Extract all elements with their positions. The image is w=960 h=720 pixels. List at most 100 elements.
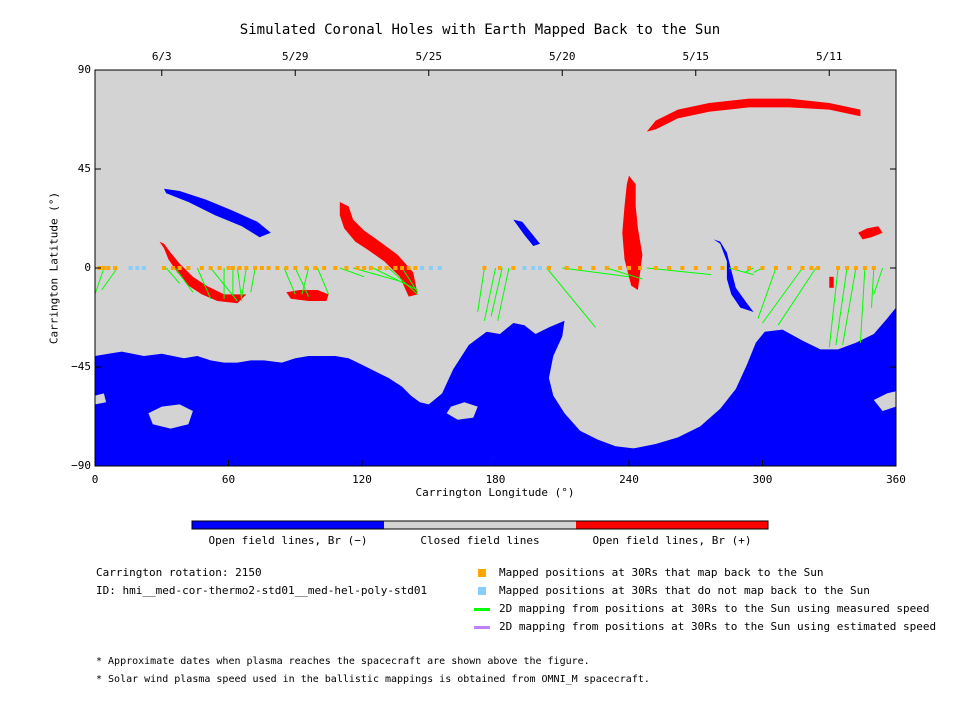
mapped-position-point [113,266,117,270]
mapped-position-point [106,266,111,270]
colorbar-label: Open field lines, Br (−) [208,534,368,547]
mapped-position-point [760,266,765,270]
mapping-line-measured [744,267,754,273]
mapped-position-point [384,266,389,270]
mapped-position-point [618,266,623,270]
mapped-position-point [230,266,235,270]
unmapped-position-point [128,266,133,270]
x-tick-label: 0 [91,473,99,486]
mapped-position-point [344,266,349,270]
colorbar-segment [384,521,576,529]
south-polar-coronal-hole [95,307,896,466]
mapping-line-measured [477,267,485,313]
legend-marker [478,587,486,595]
mapping-line-measured [777,267,817,326]
legend-label: Mapped positions at 30Rs that do not map… [499,584,870,597]
mapping-line-measured [828,267,839,348]
top-date-label: 5/15 [682,50,710,63]
positive-coronal-hole-patch [286,290,329,301]
mapping-line-measured [317,267,330,295]
mapping-line-measured [762,267,803,324]
mapped-position-point [217,266,222,270]
x-tick-label: 60 [221,473,236,486]
closed-field-island [446,402,478,420]
mapped-position-point [604,266,609,270]
positive-coronal-hole-band [339,202,418,297]
mapping-line-measured [301,267,310,295]
mapped-position-point [546,266,551,270]
mapped-position-point [266,266,271,270]
unmapped-position-point [531,266,536,270]
closed-field-island [873,391,896,411]
mapping-line-measured [835,267,848,346]
mapping-line-measured [95,267,105,295]
positive-coronal-hole-patch [159,241,247,304]
mapped-position-point [368,266,373,270]
mapping-line-measured [606,267,643,280]
mapped-position-point [871,266,876,270]
mapped-position-point [836,266,841,270]
positive-coronal-hole-patch [858,226,883,240]
mapping-line-measured [871,267,875,308]
unmapped-position-point [538,266,542,270]
mapping-lines-layer [95,267,884,348]
positive-coronal-hole-band [622,175,643,290]
mapped-position-point [199,266,204,270]
legend-label: 2D mapping from positions at 30Rs to the… [499,620,937,633]
top-date-label: 5/25 [415,50,443,63]
colorbar [191,520,769,530]
mapped-position-point [284,266,289,270]
closed-field-island [95,393,107,405]
mapped-position-point [667,266,671,270]
mapped-position-point [809,266,814,270]
mapped-position-point [707,266,712,270]
mapped-position-point [653,266,658,270]
mapping-line-measured [196,267,212,299]
mapping-line-measured [490,267,503,317]
unmapped-position-point [429,266,433,270]
mapped-position-point [482,266,487,270]
mapped-position-point [497,266,502,270]
mapping-line-measured [236,267,243,302]
unmapped-position-point [522,266,527,270]
mapping-line-measured [859,267,866,343]
mapping-line-measured [842,267,857,346]
top-date-label: 5/20 [549,50,576,63]
mapped-position-point [511,266,516,270]
mapping-line-measured [401,267,419,293]
mapping-line-measured [101,267,118,291]
carrington-rotation-label: Carrington rotation: 2150 [96,566,262,579]
colorbar-label: Open field lines, Br (+) [592,534,752,547]
top-date-label: 5/11 [816,50,843,63]
mapped-position-point [322,266,327,270]
mapping-line-measured [546,267,596,328]
mapping-line-measured [497,267,510,321]
x-tick-label: 300 [752,473,773,486]
footnote-dates: * Approximate dates when plasma reaches … [96,656,590,667]
mapped-position-point [680,266,685,270]
mapped-position-point [362,266,367,270]
mapped-position-point [333,266,338,270]
x-tick-label: 180 [485,473,506,486]
mapped-position-point [101,266,106,270]
colorbar-label: Closed field lines [420,534,540,547]
mapping-line-measured [241,267,247,297]
mapping-line-measured [250,267,256,293]
footnote-speed-source: * Solar wind plasma speed used in the ba… [96,674,650,685]
mapped-position-point [244,266,249,270]
mapped-position-point [787,266,792,270]
x-axis-label: Carrington Longitude (°) [415,486,575,499]
x-tick-label: 360 [886,473,906,486]
mapped-position-point [304,266,309,270]
y-tick-label: −45 [71,360,91,373]
unmapped-position-point [141,266,146,270]
mapped-position-point [355,266,360,270]
mapped-position-point [816,266,821,270]
x-tick-label: 240 [619,473,639,486]
mapping-line-measured [728,267,754,276]
closed-field-island [148,404,193,429]
mapped-position-point [177,266,182,270]
colorbar-frame [191,520,769,530]
y-tick-label: 0 [84,261,91,274]
